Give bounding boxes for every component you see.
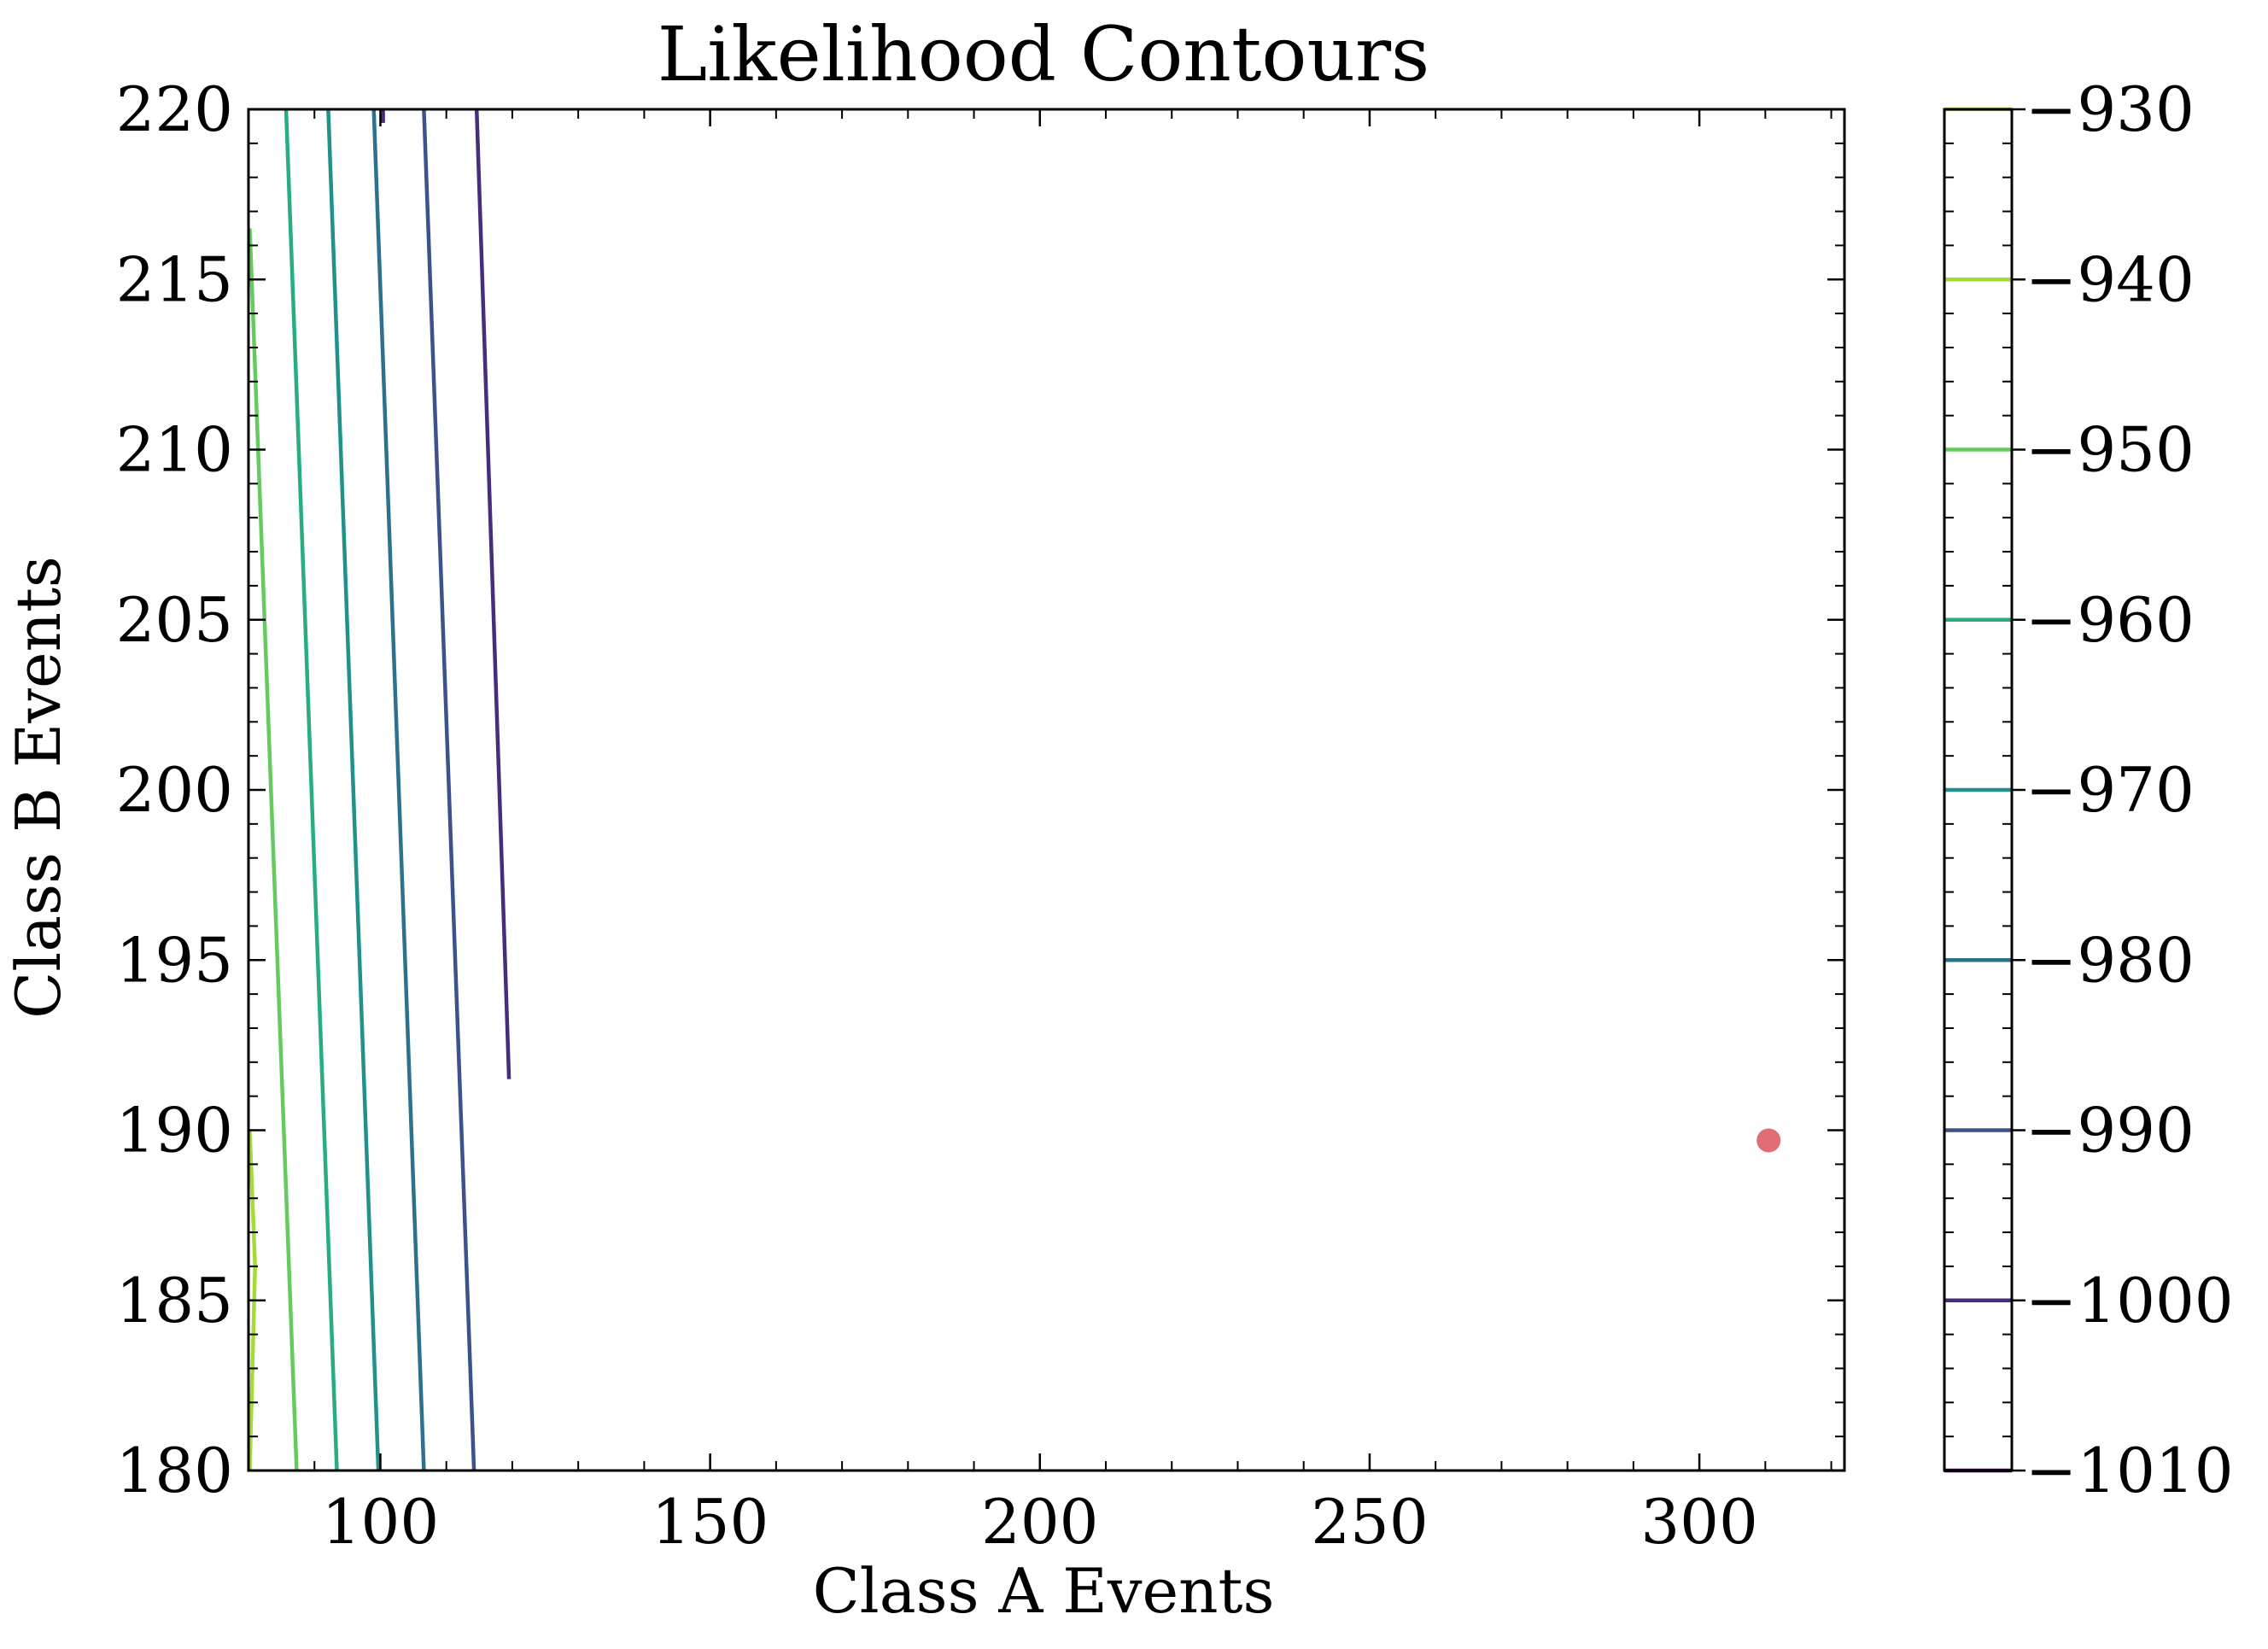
y-tick-label: 215: [116, 243, 233, 315]
colorbar-frame: [1943, 108, 2014, 1472]
best-fit-marker: [1757, 1128, 1781, 1153]
colorbar-tick-label: −1000: [2025, 1265, 2234, 1336]
x-tick-label: 300: [1640, 1486, 1757, 1558]
colorbar-tick-label: −1010: [2025, 1435, 2234, 1506]
colorbar-tick-label: −950: [2025, 414, 2195, 486]
colorbar-tick-label: −930: [2025, 73, 2195, 145]
colorbar-tick-label: −940: [2025, 243, 2195, 315]
contour-line: [284, 108, 339, 1471]
chart-title: Likelihood Contours: [658, 10, 1429, 98]
y-tick-label: 190: [116, 1095, 233, 1167]
y-tick-label: 180: [116, 1435, 233, 1506]
y-tick-label: 195: [116, 924, 233, 996]
x-tick-label: 150: [652, 1486, 769, 1558]
plot-area: 100 150 200 250 300 180 185 190 195 200 205 210 215 2…: [116, 73, 1846, 1558]
colorbar: −930 −940 −950 −960 −970 −980 −990 −1000 −1010: [1943, 73, 2234, 1506]
colorbar-tick-label: −970: [2025, 754, 2195, 826]
y-tick-label: 205: [116, 584, 233, 656]
plot-frame: [247, 108, 1846, 1472]
contour-line: [326, 108, 381, 1471]
y-tick-label: 200: [116, 754, 233, 826]
x-tick-label: 200: [981, 1486, 1098, 1558]
colorbar-tick-label: −980: [2025, 924, 2195, 996]
y-tick-label: 220: [116, 73, 233, 145]
y-axis-label: Class B Events: [3, 556, 74, 1019]
y-tick-label: 210: [116, 414, 233, 486]
contour-line: [248, 228, 299, 1471]
x-axis-label: Class A Events: [813, 1555, 1275, 1627]
x-tick-label: 250: [1311, 1486, 1428, 1558]
colorbar-tick-label: −960: [2025, 584, 2195, 656]
contour-line: [474, 108, 511, 1079]
colorbar-tick-label: −990: [2025, 1095, 2195, 1167]
contour-line: [371, 108, 426, 1471]
contour-line: [422, 108, 476, 1471]
y-tick-label: 185: [116, 1265, 233, 1336]
x-tick-label: 100: [322, 1486, 439, 1558]
